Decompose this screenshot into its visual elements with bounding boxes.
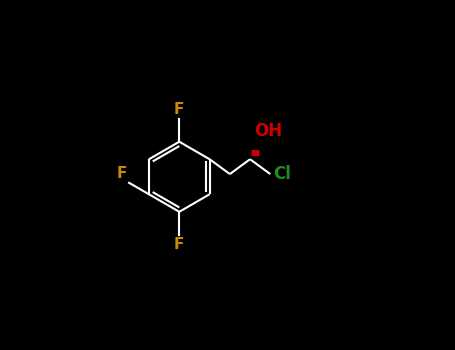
- Text: F: F: [174, 102, 184, 117]
- Text: Cl: Cl: [273, 165, 291, 183]
- Text: OH: OH: [254, 122, 282, 140]
- Text: F: F: [174, 237, 184, 252]
- Text: F: F: [116, 167, 127, 181]
